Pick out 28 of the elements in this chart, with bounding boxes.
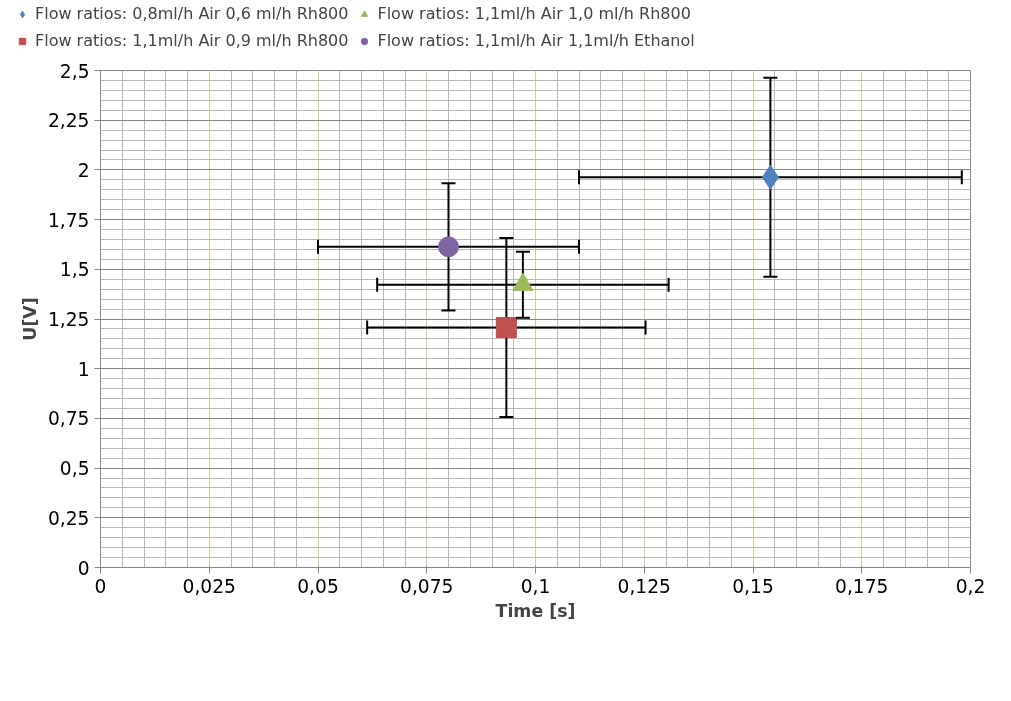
y-tick-label: 0,5 xyxy=(59,458,90,480)
x-tick-label: 0,075 xyxy=(400,575,454,597)
x-tick-label: 0 xyxy=(94,575,107,597)
y-tick-label: 0,75 xyxy=(47,408,90,430)
x-axis-title: Time [s] xyxy=(495,600,576,621)
x-tick-label: 0,125 xyxy=(617,575,671,597)
y-axis-title: U[V] xyxy=(19,297,40,341)
x-tick-label: 0,15 xyxy=(732,575,774,597)
x-tick-label: 0,1 xyxy=(520,575,551,597)
y-tick-label: 0,25 xyxy=(47,507,90,529)
legend-label: Flow ratios: 1,1ml/h Air 1,0 ml/h Rh800 xyxy=(377,4,691,23)
x-tick-label: 0,175 xyxy=(835,575,889,597)
point xyxy=(495,317,517,339)
y-tick-label: 1,75 xyxy=(47,209,90,231)
y-tick-label: 1,5 xyxy=(59,259,90,281)
legend-label: Flow ratios: 1,1ml/h Air 1,1ml/h Ethanol xyxy=(377,31,695,50)
legend-label: Flow ratios: 0,8ml/h Air 0,6 ml/h Rh800 xyxy=(35,4,349,23)
y-tick-label: 2,25 xyxy=(47,110,90,132)
y-tick-label: 2,5 xyxy=(59,60,90,82)
x-tick-label: 0,2 xyxy=(955,575,986,597)
y-tick-label: 2 xyxy=(77,159,90,181)
x-tick-label: 0,05 xyxy=(297,575,339,597)
point xyxy=(438,236,459,258)
legend-label: Flow ratios: 1,1ml/h Air 0,9 ml/h Rh800 xyxy=(35,31,349,50)
x-tick-label: 0,025 xyxy=(182,575,236,597)
y-tick-label: 1 xyxy=(77,358,90,380)
y-tick-label: 0 xyxy=(77,557,90,579)
y-tick-label: 1,25 xyxy=(47,309,90,330)
